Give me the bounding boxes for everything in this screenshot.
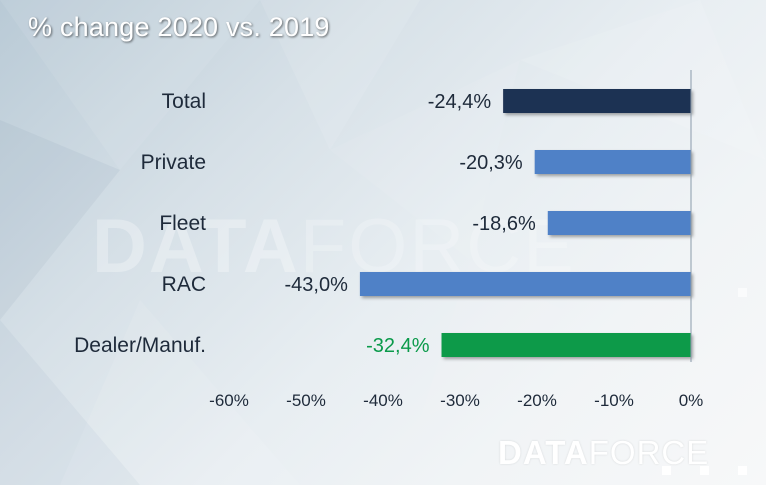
bar-rac	[359, 272, 691, 296]
bar-dealer-manuf-	[441, 333, 691, 357]
x-tick-label: -10%	[594, 391, 634, 410]
category-label: Fleet	[159, 212, 206, 235]
watermark-logo: DATAFORCE	[92, 204, 576, 289]
dataforce-logo: DATAFORCE	[498, 434, 710, 471]
logo-dot	[700, 466, 709, 475]
logo-dot	[738, 466, 747, 475]
bar-total	[503, 89, 691, 113]
bar-fleet	[547, 211, 691, 235]
category-label: Total	[162, 90, 206, 113]
value-label: -32,4%	[366, 335, 430, 357]
category-label: Private	[141, 151, 206, 174]
x-tick-label: -40%	[363, 391, 403, 410]
bar-private	[534, 150, 691, 174]
x-tick-label: -20%	[517, 391, 557, 410]
value-label: -24,4%	[428, 91, 492, 113]
category-label: Dealer/Manuf.	[74, 334, 206, 357]
logo-dot	[662, 466, 671, 475]
x-tick-label: 0%	[679, 391, 704, 410]
x-tick-label: -50%	[286, 391, 326, 410]
category-label: RAC	[162, 273, 206, 296]
value-label: -20,3%	[459, 152, 523, 174]
value-label: -43,0%	[285, 274, 349, 296]
chart-title: % change 2020 vs. 2019	[28, 12, 330, 42]
value-label: -18,6%	[472, 213, 536, 235]
x-tick-label: -30%	[440, 391, 480, 410]
decor-dot	[738, 288, 747, 297]
x-tick-label: -60%	[209, 391, 249, 410]
